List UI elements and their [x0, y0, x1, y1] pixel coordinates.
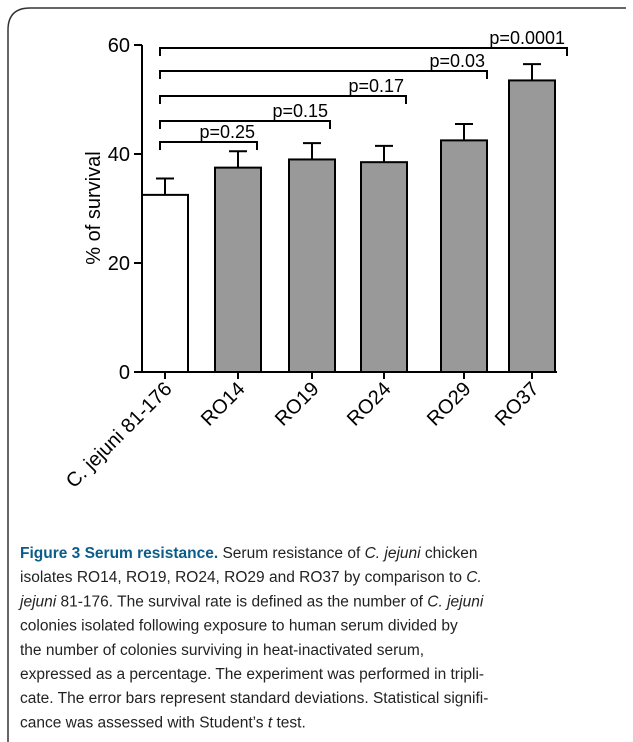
- caption-text: C. jejuni: [365, 545, 422, 562]
- caption-text: C. jejuni: [427, 593, 484, 610]
- caption-text: colonies isolated following exposure to …: [20, 618, 458, 635]
- error-bar: [455, 123, 473, 141]
- y-tick-label: 60: [108, 35, 130, 57]
- x-tick-label: C. jejuni 81-176: [62, 378, 177, 493]
- bar: [440, 139, 488, 373]
- significance-bracket: [159, 47, 568, 56]
- x-tick-label: RO24: [343, 378, 396, 431]
- caption-text: cate. The error bars represent standard …: [20, 690, 488, 707]
- bar: [288, 158, 336, 373]
- p-value: p=0.25: [199, 122, 255, 142]
- significance-bracket: [159, 141, 258, 150]
- caption-line: jejuni 81-176. The survival rate is defi…: [18, 593, 484, 610]
- y-axis-label: % of survival: [83, 151, 105, 264]
- p-value: p=0.15: [272, 101, 328, 121]
- significance-bracket: [159, 95, 407, 104]
- caption-text: Serum resistance of: [218, 545, 364, 562]
- caption-text: 81-176. The survival rate is defined as …: [56, 593, 427, 610]
- caption-line: expressed as a percentage. The experimen…: [20, 666, 484, 683]
- bar: [508, 79, 556, 374]
- significance-bracket: [159, 70, 488, 79]
- x-tick-label: RO14: [197, 378, 250, 431]
- bar: [141, 193, 189, 373]
- caption-text: Figure 3 Serum resistance.: [20, 545, 218, 562]
- bar: [360, 161, 408, 373]
- frame: [7, 7, 626, 742]
- y-tick-label: 0: [119, 362, 130, 384]
- error-bar: [303, 142, 321, 160]
- bar: [214, 166, 262, 373]
- caption-line: the number of colonies surviving in heat…: [20, 642, 424, 659]
- p-value: p=0.03: [429, 51, 485, 71]
- x-tick-label: RO29: [423, 378, 476, 431]
- caption-text: test.: [272, 714, 306, 731]
- caption-text: chicken: [421, 545, 478, 562]
- error-bar: [375, 144, 393, 163]
- error-bar: [523, 63, 541, 81]
- error-bar: [229, 150, 247, 168]
- caption-text: t: [268, 714, 273, 731]
- y-tick-label: 40: [108, 144, 130, 166]
- caption-text: cance was assessed with Student’s: [20, 714, 268, 731]
- p-value: p=0.0001: [489, 28, 565, 48]
- caption-text: the number of colonies surviving in heat…: [20, 642, 424, 659]
- caption-text: C.: [466, 569, 482, 586]
- y-tick-label: 20: [108, 253, 130, 275]
- caption-text: jejuni: [18, 593, 57, 610]
- significance-bracket: [159, 120, 331, 129]
- p-value: p=0.17: [348, 76, 404, 96]
- caption-text: expressed as a percentage. The experimen…: [20, 666, 484, 683]
- x-tick-label: RO37: [491, 378, 544, 431]
- caption-line: cate. The error bars represent standard …: [20, 690, 488, 707]
- x-tick-label: RO19: [271, 378, 324, 431]
- caption-line: isolates RO14, RO19, RO24, RO29 and RO37…: [20, 569, 482, 586]
- caption-line: Figure 3 Serum resistance. Serum resista…: [20, 545, 477, 562]
- caption-text: isolates RO14, RO19, RO24, RO29 and RO37…: [20, 569, 466, 586]
- caption-line: cance was assessed with Student’s t test…: [20, 714, 306, 731]
- caption-line: colonies isolated following exposure to …: [20, 618, 458, 635]
- error-bar: [156, 177, 174, 195]
